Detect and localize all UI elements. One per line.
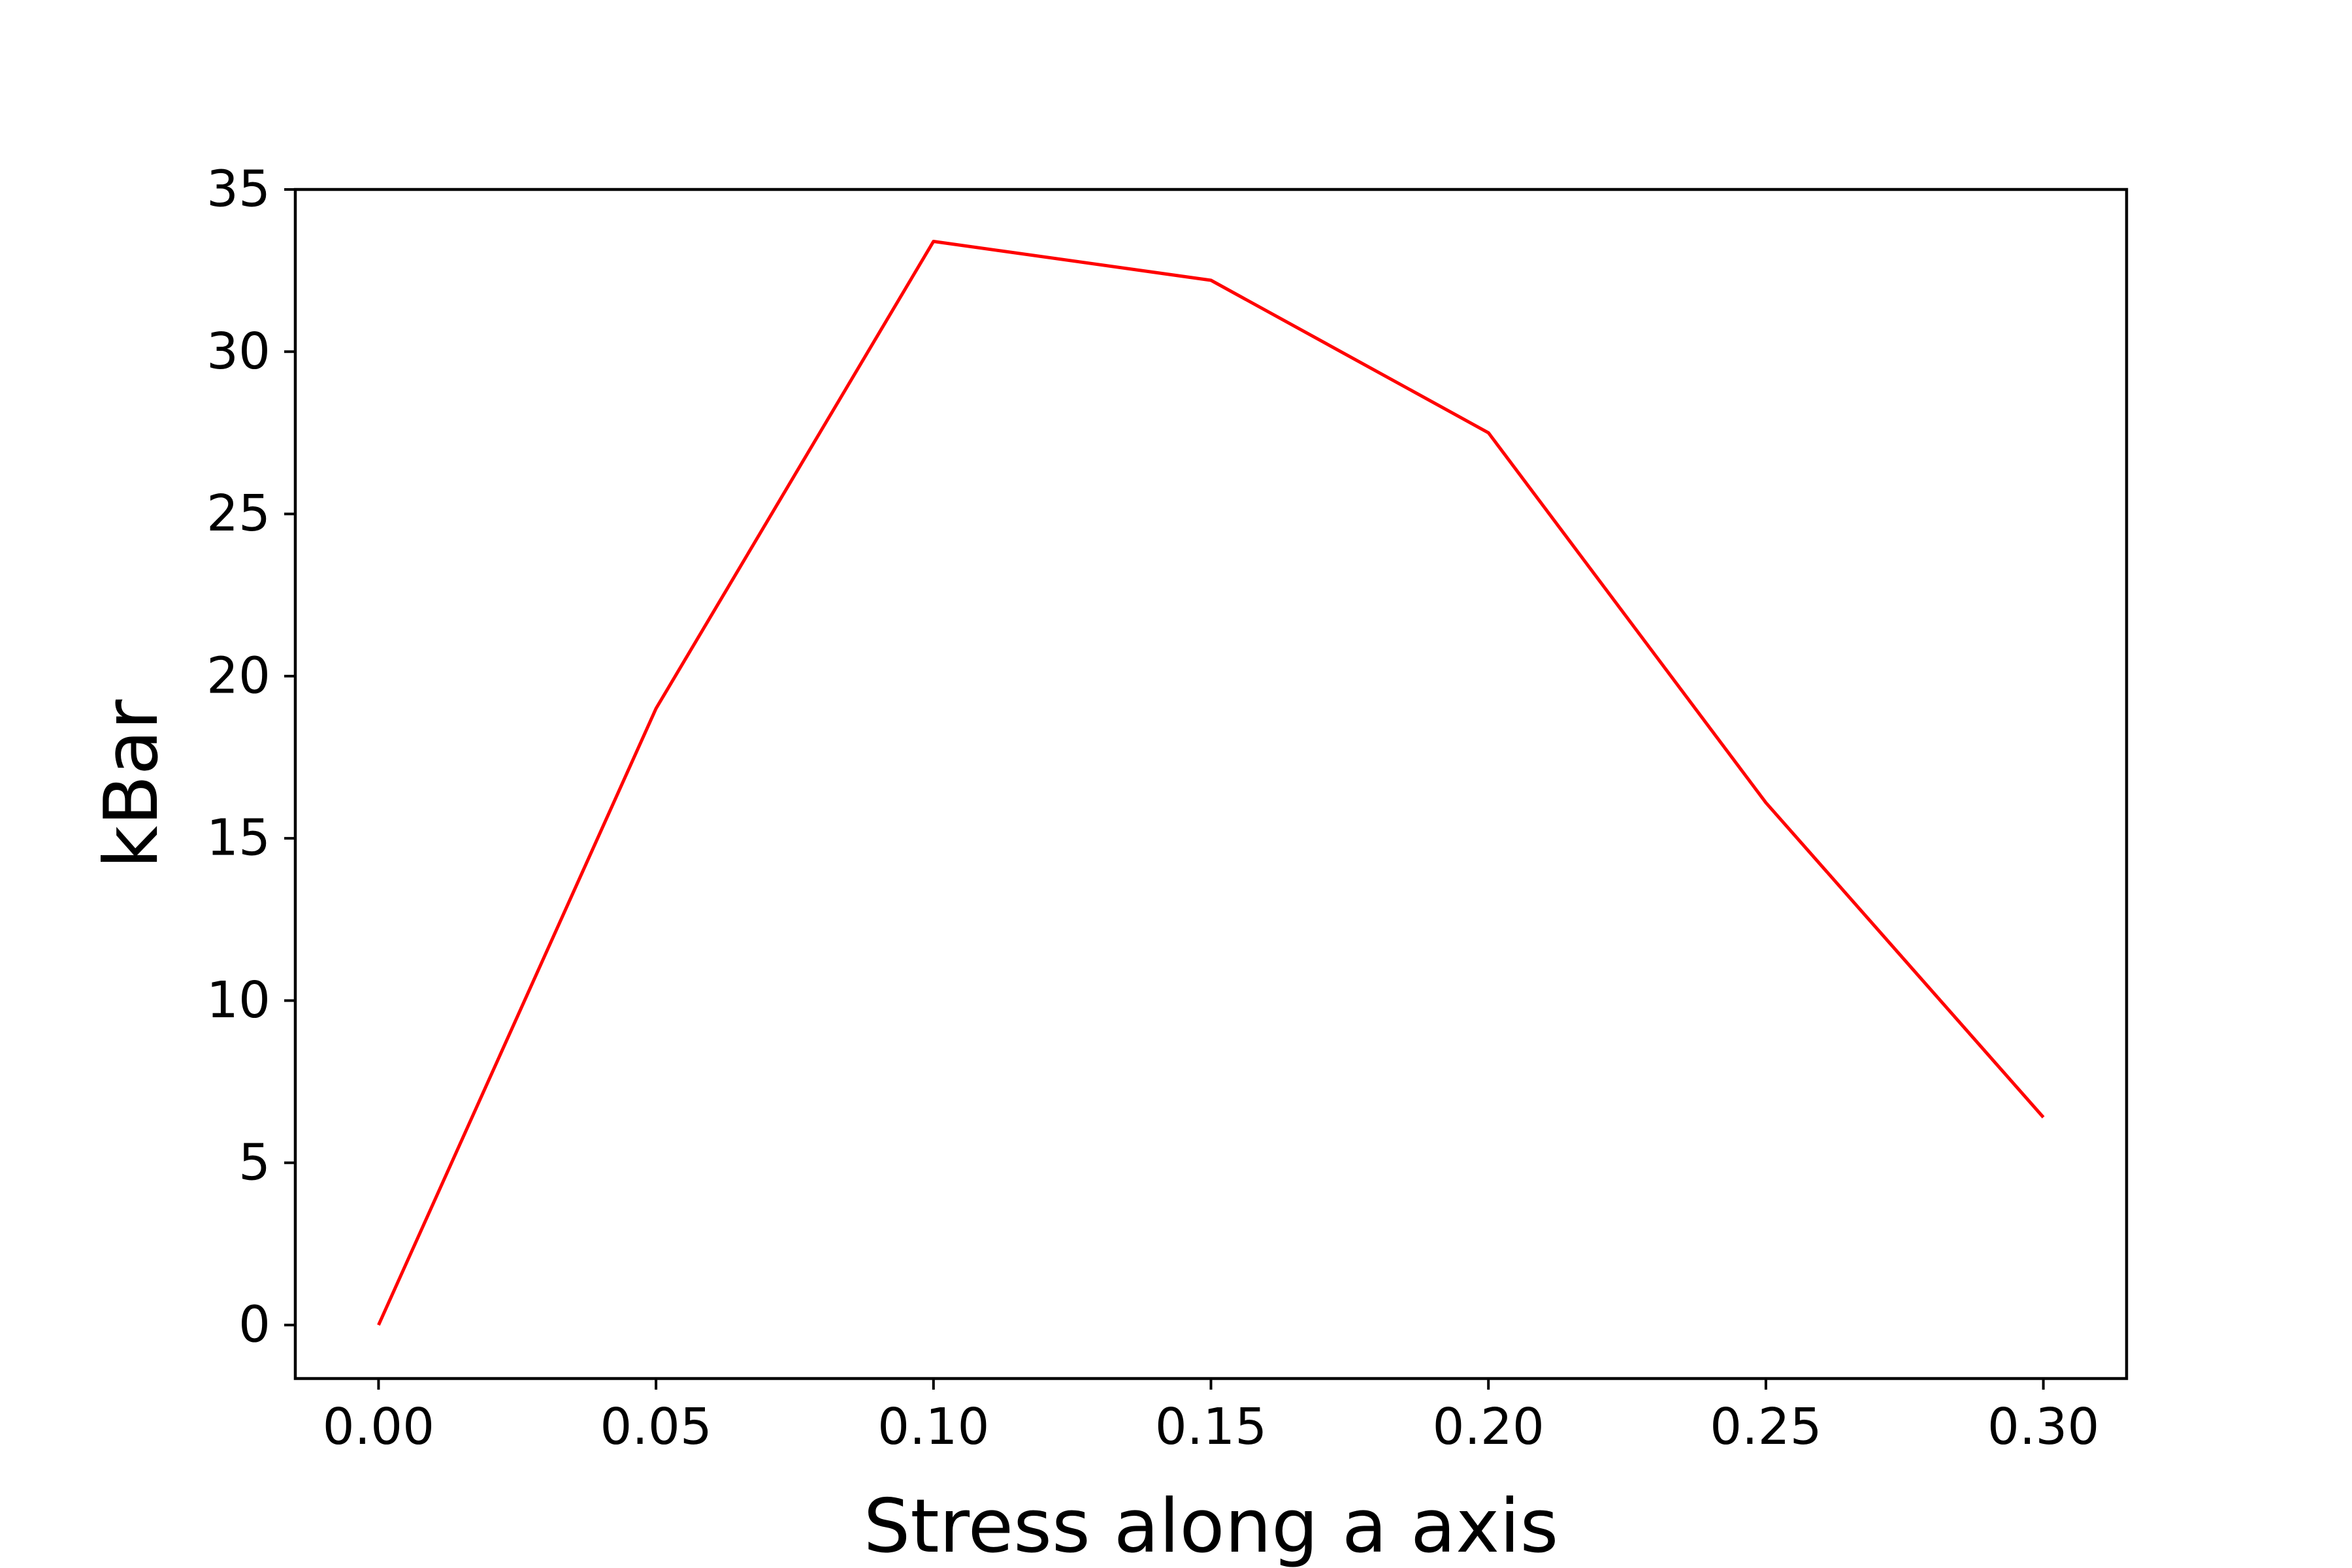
x-tick-label: 0.15 [1155,1398,1267,1456]
y-tick-label: 10 [206,972,270,1030]
y-tick-label: 25 [206,485,270,543]
x-tick-label: 0.05 [600,1398,711,1456]
series-line-0 [377,240,2045,1326]
x-tick-label: 0.20 [1432,1398,1544,1456]
x-axis-label: Stress along a axis [864,1483,1559,1568]
axes-frame [293,188,2129,1380]
y-tick-label: 20 [206,647,270,705]
y-axis-label: kBar [88,699,174,868]
x-tick-label: 0.25 [1710,1398,1821,1456]
x-tick-label: 0.00 [323,1398,434,1456]
x-axis-ticks: 0.00 0.05 0.10 0.15 0.20 0.25 0.30 [323,1379,2099,1456]
y-tick-label: 5 [238,1134,270,1192]
y-tick-label: 30 [206,323,270,381]
y-tick-label: 15 [206,809,270,868]
y-tick-label: 0 [238,1296,270,1354]
x-tick-label: 0.30 [1987,1398,2099,1456]
y-tick-label: 35 [206,161,270,219]
y-axis-ticks: 0 5 10 15 20 25 30 35 [206,161,295,1354]
plot-area [377,240,2045,1326]
x-tick-label: 0.10 [877,1398,989,1456]
